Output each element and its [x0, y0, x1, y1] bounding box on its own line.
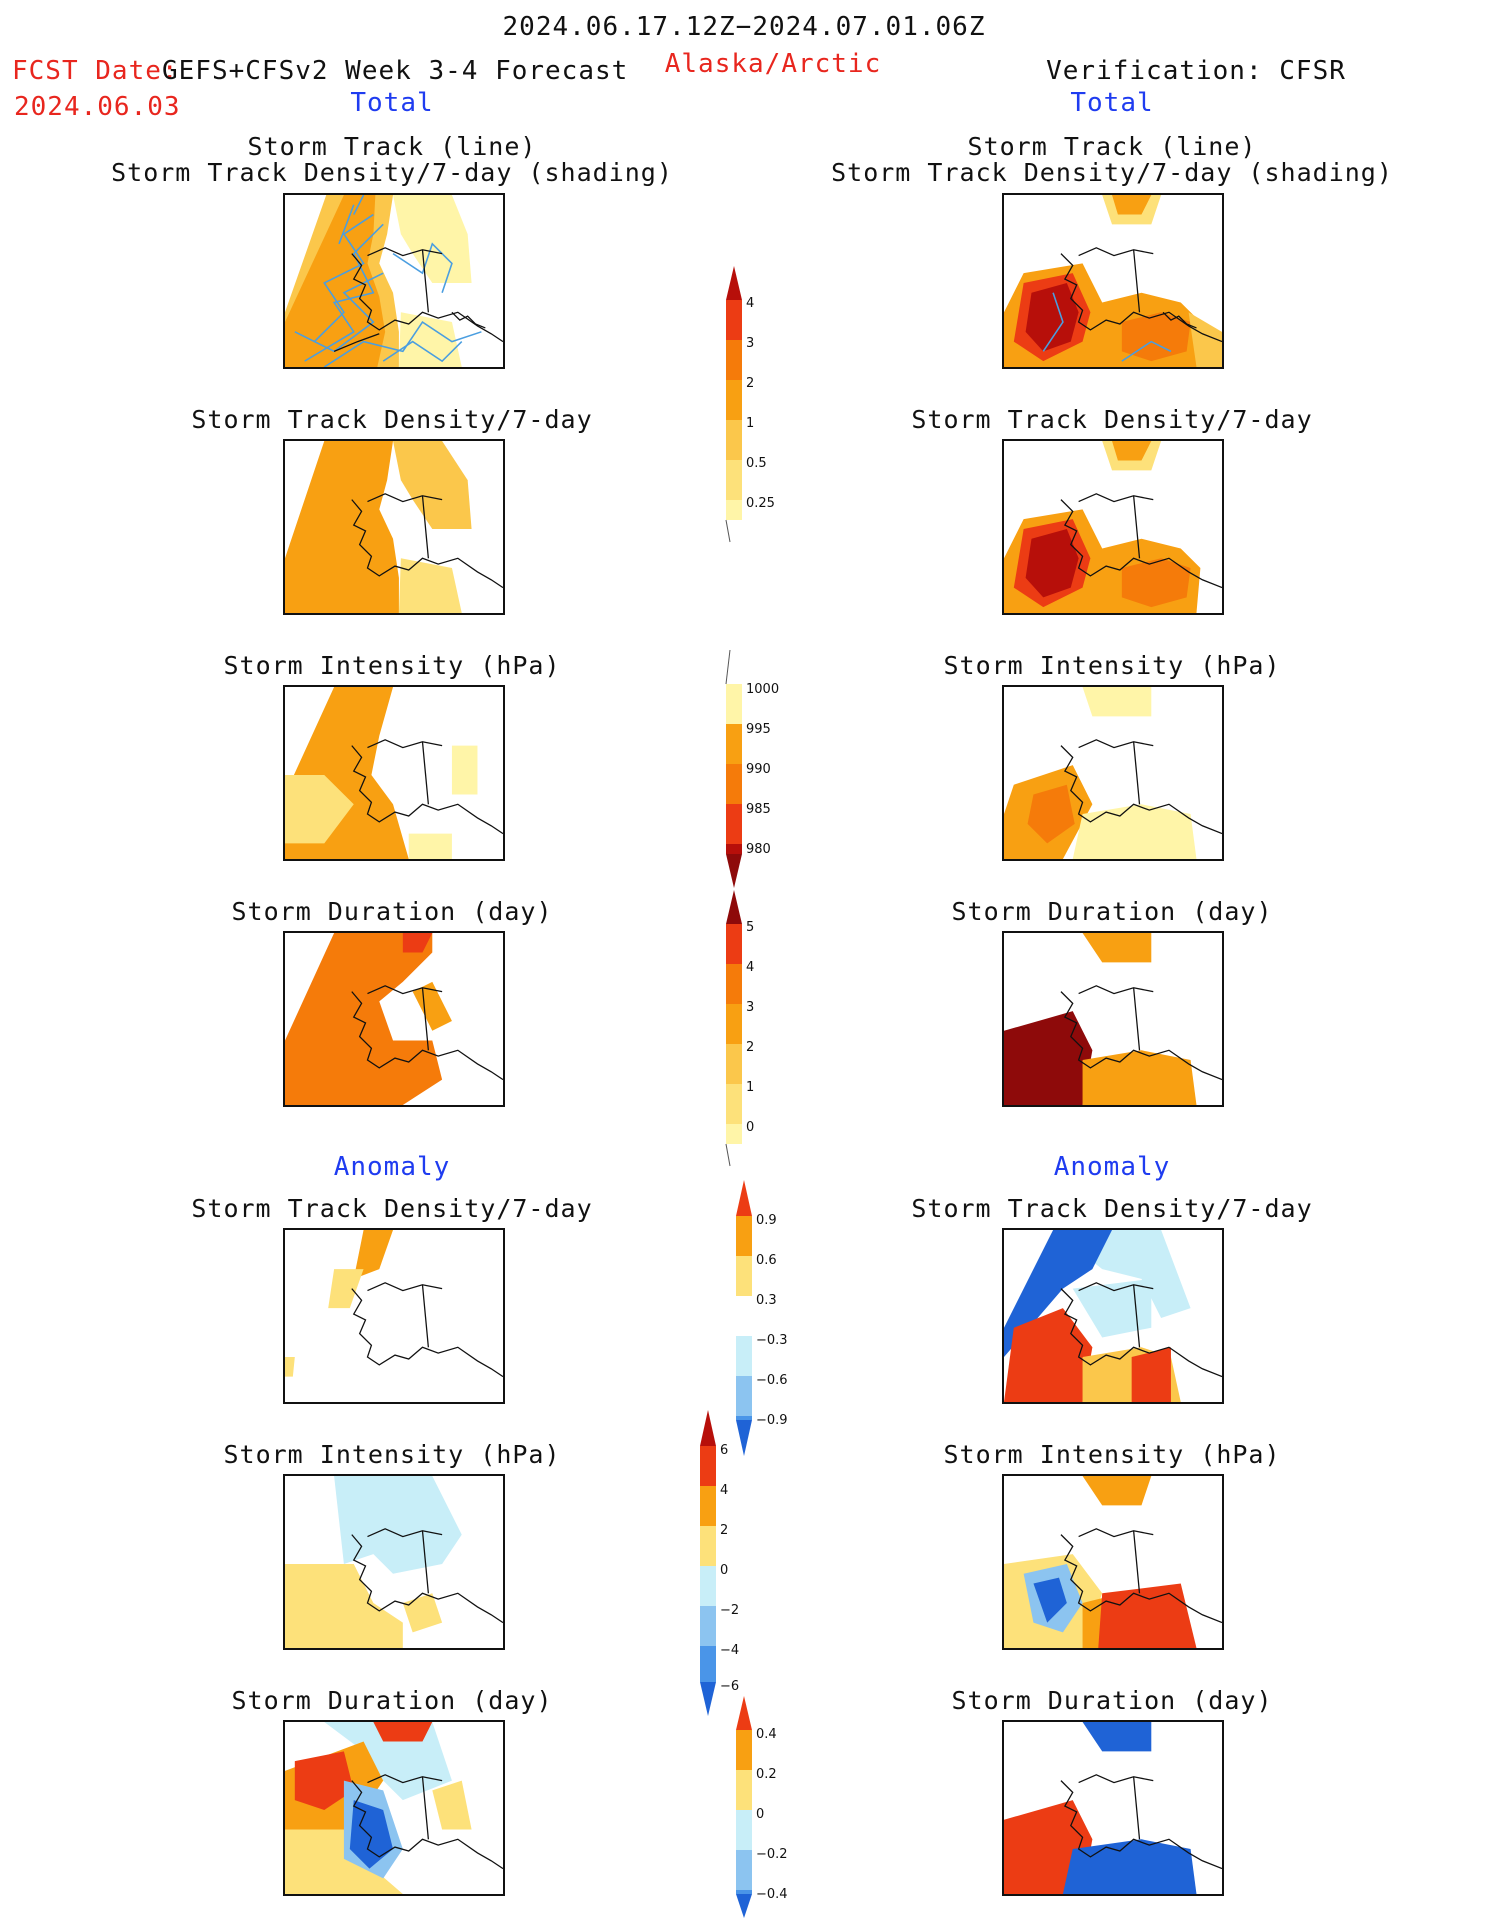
title-anom-density-right: Storm Track Density/7-day: [911, 1194, 1313, 1223]
cbar-tick: −0.4: [756, 1887, 788, 1902]
period-title: 2024.06.17.12Z−2024.07.01.06Z: [502, 12, 986, 42]
title-duration-right: Storm Duration (day): [951, 897, 1273, 926]
cbar-tick: 0.9: [756, 1213, 777, 1228]
fcst-date: 2024.06.03: [14, 92, 181, 122]
title-anom-intensity-left: Storm Intensity (hPa): [223, 1440, 561, 1469]
map-intensity-forecast: [283, 685, 505, 861]
right-section-total: Total: [1070, 88, 1154, 118]
fcst-date-label: FCST Date:: [12, 56, 179, 86]
title-intensity-right: Storm Intensity (hPa): [943, 651, 1281, 680]
cbar-tick: 6: [720, 1443, 728, 1458]
title-track-line-left: Storm Track (line): [247, 132, 537, 161]
colorbar-duration-anomaly: 0.4 0.2 0 −0.2 −0.4: [736, 1696, 806, 1926]
cbar-tick: 0: [746, 1120, 754, 1135]
cbar-tick: 2: [746, 376, 754, 391]
map-anom-duration-forecast: [283, 1720, 505, 1896]
cbar-tick: 980: [746, 842, 771, 857]
title-density-left: Storm Track Density/7-day: [191, 405, 593, 434]
forecast-name: GEFS+CFSv2 Week 3-4 Forecast: [162, 56, 629, 86]
map-track-forecast: [283, 193, 505, 369]
colorbar-density-total: 4 3 2 1 0.5 0.25: [725, 266, 786, 550]
anomaly-right-header: Anomaly: [1053, 1152, 1171, 1182]
cbar-tick: 0.4: [756, 1727, 777, 1742]
cbar-tick: −0.3: [756, 1333, 788, 1348]
cbar-tick: 4: [746, 296, 754, 311]
cbar-tick: 1: [746, 416, 754, 431]
cbar-tick: −0.9: [756, 1413, 788, 1428]
map-anom-density-verification: [1002, 1228, 1224, 1404]
map-duration-verification: [1002, 931, 1224, 1107]
cbar-tick: 5: [746, 920, 754, 935]
colorbar-intensity-anomaly: 6 4 2 0 −2 −4 −6: [700, 1410, 760, 1724]
title-track-shading-left: Storm Track Density/7-day (shading): [111, 158, 673, 187]
map-duration-forecast: [283, 931, 505, 1107]
verification-label: Verification: CFSR: [1046, 56, 1346, 86]
title-anom-density-left: Storm Track Density/7-day: [191, 1194, 593, 1223]
colorbar-intensity-total: 1000 995 990 985 980: [725, 649, 786, 894]
cbar-tick: 1: [746, 1080, 754, 1095]
cbar-tick: 985: [746, 802, 771, 817]
cbar-tick: −2: [720, 1603, 739, 1618]
map-track-verification: [1002, 193, 1224, 369]
title-track-shading-right: Storm Track Density/7-day (shading): [831, 158, 1393, 187]
map-density-verification: [1002, 439, 1224, 615]
cbar-tick: 0.2: [756, 1767, 777, 1782]
map-intensity-verification: [1002, 685, 1224, 861]
cbar-tick: −0.6: [756, 1373, 788, 1388]
map-anom-density-forecast: [283, 1228, 505, 1404]
cbar-tick: 4: [720, 1483, 728, 1498]
colorbar-density-anomaly: 0.9 0.6 0.3 −0.3 −0.6 −0.9: [736, 1180, 806, 1464]
cbar-tick: 4: [746, 960, 754, 975]
title-intensity-left: Storm Intensity (hPa): [223, 651, 561, 680]
cbar-tick: 1000: [746, 682, 779, 697]
title-duration-left: Storm Duration (day): [231, 897, 553, 926]
cbar-tick: 0: [720, 1563, 728, 1578]
cbar-tick: 2: [720, 1523, 728, 1538]
cbar-tick: 0.25: [746, 496, 775, 511]
map-anom-intensity-verification: [1002, 1474, 1224, 1650]
region-title: Alaska/Arctic: [664, 49, 882, 79]
title-density-right: Storm Track Density/7-day: [911, 405, 1313, 434]
map-anom-intensity-forecast: [283, 1474, 505, 1650]
title-anom-intensity-right: Storm Intensity (hPa): [943, 1440, 1281, 1469]
cbar-tick: 3: [746, 1000, 754, 1015]
title-track-line-right: Storm Track (line): [967, 132, 1257, 161]
cbar-tick: −0.2: [756, 1847, 788, 1862]
cbar-tick: 0.6: [756, 1253, 777, 1268]
title-anom-duration-left: Storm Duration (day): [231, 1686, 553, 1715]
map-anom-duration-verification: [1002, 1720, 1224, 1896]
cbar-tick: 0: [756, 1807, 764, 1822]
left-section-total: Total: [350, 88, 434, 118]
anomaly-left-header: Anomaly: [333, 1152, 451, 1182]
cbar-tick: −4: [720, 1643, 739, 1658]
cbar-tick: 3: [746, 336, 754, 351]
cbar-tick: 0.3: [756, 1293, 777, 1308]
cbar-tick: 990: [746, 762, 771, 777]
title-anom-duration-right: Storm Duration (day): [951, 1686, 1273, 1715]
map-density-forecast: [283, 439, 505, 615]
cbar-tick: −6: [720, 1679, 739, 1694]
cbar-tick: 0.5: [746, 456, 767, 471]
cbar-tick: 995: [746, 722, 771, 737]
colorbar-duration-total: 5 4 3 2 1 0: [725, 890, 786, 1174]
cbar-tick: 2: [746, 1040, 754, 1055]
